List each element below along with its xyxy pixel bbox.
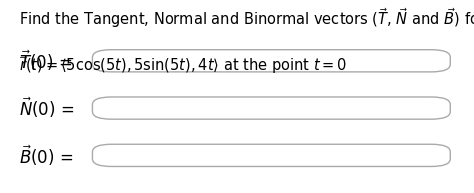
Text: $\vec{N}(0)\, =$: $\vec{N}(0)\, =$ — [19, 96, 75, 120]
FancyBboxPatch shape — [92, 144, 450, 166]
Text: Find the Tangent, Normal and Binormal vectors ($\vec{T}$, $\vec{N}$ and $\vec{B}: Find the Tangent, Normal and Binormal ve… — [19, 6, 474, 30]
FancyBboxPatch shape — [92, 97, 450, 119]
Text: $\vec{r}(t) = \langle 5\cos(5t), 5\sin(5t), 4t\rangle$ at the point $t = 0$: $\vec{r}(t) = \langle 5\cos(5t), 5\sin(5… — [19, 54, 347, 76]
Text: $\vec{B}(0)\, =$: $\vec{B}(0)\, =$ — [19, 143, 74, 168]
Text: $\vec{T}(0)\, =$: $\vec{T}(0)\, =$ — [19, 49, 73, 73]
FancyBboxPatch shape — [92, 50, 450, 72]
